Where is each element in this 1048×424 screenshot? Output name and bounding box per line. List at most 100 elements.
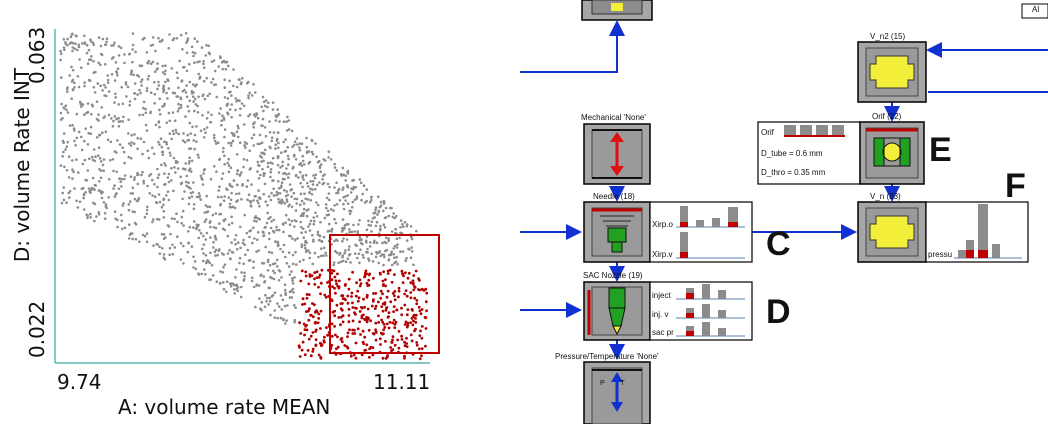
grey-point: [92, 59, 95, 63]
grey-point: [236, 172, 239, 176]
grey-point: [89, 216, 92, 219]
grey-point: [283, 150, 287, 153]
grey-point: [401, 250, 405, 253]
grey-point: [260, 151, 264, 155]
grey-point: [61, 155, 64, 158]
grey-point: [285, 190, 289, 193]
grey-point: [396, 243, 399, 246]
grey-point: [348, 230, 351, 234]
grey-point: [73, 86, 76, 89]
grey-point: [119, 46, 123, 50]
grey-point: [200, 46, 204, 49]
grey-point: [142, 182, 146, 185]
pressure-block-letters: P T: [600, 380, 625, 387]
grey-point: [271, 162, 274, 165]
grey-point: [262, 275, 266, 278]
grey-point: [402, 225, 405, 228]
grey-point: [187, 109, 191, 113]
grey-point: [366, 247, 369, 251]
grey-point: [221, 114, 224, 117]
grey-point: [302, 258, 305, 262]
grey-point: [227, 157, 230, 161]
red-point: [392, 305, 396, 308]
grey-point: [106, 74, 109, 77]
grey-point: [187, 202, 191, 206]
grey-point: [325, 196, 329, 200]
grey-point: [226, 64, 230, 68]
grey-point: [313, 251, 317, 255]
red-point: [360, 316, 364, 320]
grey-point: [126, 85, 130, 89]
grey-point: [140, 64, 144, 68]
grey-point: [269, 313, 272, 317]
grey-point: [117, 120, 121, 124]
grey-point: [274, 147, 277, 150]
grey-point: [256, 160, 260, 164]
grey-point: [107, 113, 111, 117]
grey-point: [243, 123, 246, 126]
grey-point: [153, 93, 157, 96]
grey-point: [186, 37, 190, 40]
grey-point: [257, 196, 261, 199]
grey-point: [209, 120, 213, 124]
grey-point: [220, 123, 223, 127]
grey-point: [194, 84, 197, 88]
grey-point: [80, 102, 83, 106]
grey-point: [162, 203, 165, 207]
grey-point: [271, 156, 275, 160]
grey-point: [77, 130, 81, 134]
grey-point: [236, 169, 240, 172]
grey-point: [90, 155, 94, 159]
grey-point: [181, 209, 185, 213]
grey-point: [82, 196, 85, 200]
grey-point: [248, 149, 251, 152]
grey-point: [235, 85, 239, 89]
grey-point: [404, 259, 408, 263]
grey-point: [285, 167, 288, 170]
red-point: [350, 295, 353, 298]
grey-point: [284, 293, 288, 297]
grey-point: [305, 145, 309, 149]
grey-point: [133, 197, 137, 201]
grey-point: [160, 205, 164, 209]
grey-point: [281, 250, 285, 254]
grey-point: [228, 79, 231, 83]
grey-point: [156, 67, 159, 70]
grey-point: [103, 211, 107, 215]
grey-point: [393, 256, 396, 260]
grey-point: [361, 242, 364, 246]
grey-point: [295, 197, 299, 201]
grey-point: [204, 238, 207, 241]
grey-point: [266, 165, 270, 169]
grey-point: [97, 146, 101, 149]
grey-point: [190, 159, 194, 163]
grey-point: [199, 232, 203, 235]
grey-point: [268, 263, 272, 267]
grey-point: [280, 151, 283, 154]
grey-point: [327, 192, 331, 195]
grey-point: [257, 217, 260, 220]
grey-point: [202, 172, 205, 175]
grey-point: [187, 241, 190, 245]
grey-point: [188, 156, 191, 159]
red-point: [414, 269, 418, 273]
grey-point: [115, 170, 118, 174]
grey-point: [291, 279, 294, 282]
grey-point: [76, 48, 79, 52]
grey-point: [230, 103, 233, 106]
grey-point: [181, 167, 185, 171]
grey-point: [410, 250, 414, 253]
grey-point: [344, 174, 348, 178]
grey-point: [92, 86, 96, 89]
grey-point: [239, 173, 242, 176]
grey-point: [291, 145, 294, 149]
grey-point: [85, 51, 89, 55]
grey-point: [177, 102, 180, 106]
grey-point: [369, 241, 372, 244]
grey-point: [383, 240, 387, 244]
grey-point: [389, 253, 393, 257]
grey-point: [409, 256, 413, 260]
grey-point: [168, 151, 172, 155]
grey-point: [134, 50, 137, 54]
grey-point: [401, 223, 404, 226]
